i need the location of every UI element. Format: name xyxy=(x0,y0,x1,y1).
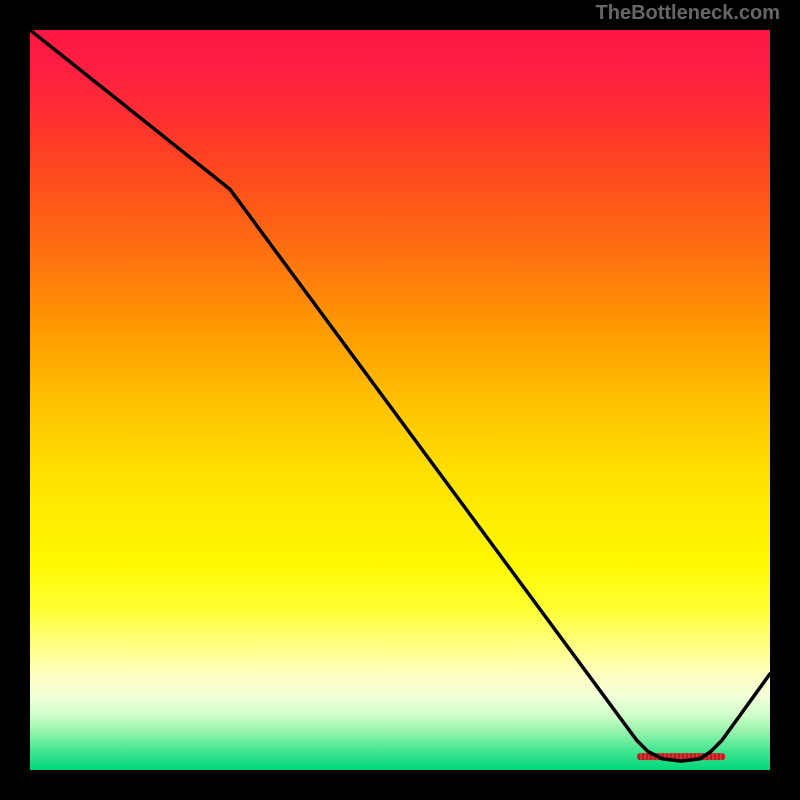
gradient-rect xyxy=(30,30,770,770)
watermark-text: TheBottleneck.com xyxy=(596,2,780,25)
chart-svg xyxy=(30,30,770,770)
chart-plot-area xyxy=(30,30,770,770)
